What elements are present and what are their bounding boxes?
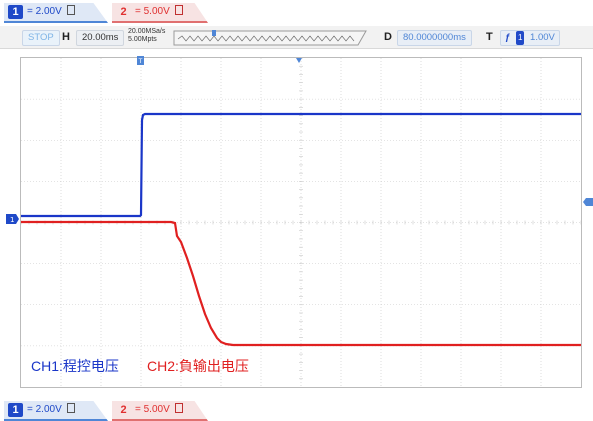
channel-2-tab-bottom[interactable]: 2 = 5.00V xyxy=(112,401,208,421)
memory-overview-bar[interactable] xyxy=(172,29,370,47)
svg-text:1: 1 xyxy=(10,216,14,224)
sample-rate: 20.00MSa/s xyxy=(128,28,166,35)
channel-2-coupling-icon-bottom xyxy=(174,403,183,414)
channel-2-scale-bottom: = 5.00V xyxy=(135,404,170,415)
channel-1-trace xyxy=(21,112,581,218)
channel-2-coupling-icon xyxy=(174,5,183,16)
channel-1-ground-marker: 1 xyxy=(6,214,19,224)
memory-depth: 5.00Mpts xyxy=(128,36,157,43)
channel-2-number-bottom: 2 xyxy=(120,404,127,416)
channel-bar-bottom: 1 = 2.00V 2 = 5.00V xyxy=(0,399,593,421)
trigger-level-marker xyxy=(583,198,593,206)
status-bar: STOP H 20.00ms 20.00MSa/s 5.00Mpts D 80.… xyxy=(0,26,593,49)
channel-1-number: 1 xyxy=(8,5,23,19)
legend-channel-2: CH2:負输出电压 xyxy=(147,358,249,374)
trigger-position-marker xyxy=(212,30,216,36)
channel-1-coupling-icon xyxy=(66,5,75,16)
trigger-label: T xyxy=(486,31,493,43)
run-stop-button[interactable]: STOP xyxy=(22,30,60,46)
trigger-source-badge: 1 xyxy=(515,31,525,45)
rising-edge-icon: ƒ xyxy=(505,32,511,43)
channel-1-tab[interactable]: 1 = 2.00V xyxy=(4,3,108,23)
channel-bar-top: 1 = 2.00V 2 = 5.00V xyxy=(0,0,593,24)
center-marker xyxy=(296,58,302,63)
trigger-level: 1.00V xyxy=(530,32,555,43)
delay-field[interactable]: 80.0000000ms xyxy=(397,30,472,46)
channel-1-number-bottom: 1 xyxy=(8,403,23,417)
channel-1-tab-bottom[interactable]: 1 = 2.00V xyxy=(4,401,108,421)
channel-2-number: 2 xyxy=(120,6,127,18)
channel-2-tab[interactable]: 2 = 5.00V xyxy=(112,3,208,23)
horizontal-label: H xyxy=(62,31,70,43)
trigger-settings[interactable]: ƒ 1 1.00V xyxy=(500,30,560,46)
channel-1-scale: = 2.00V xyxy=(27,6,62,17)
delay-label: D xyxy=(384,31,392,43)
legend-channel-1: CH1:程控电压 xyxy=(31,358,119,374)
screen-markers: T 1 xyxy=(6,56,593,224)
channel-2-trace xyxy=(21,220,581,347)
channel-1-scale-bottom: = 2.00V xyxy=(27,404,62,415)
svg-text:T: T xyxy=(138,58,143,65)
channel-2-scale: = 5.00V xyxy=(135,6,170,17)
acquisition-info: 20.00MSa/s 5.00Mpts xyxy=(128,28,165,44)
channel-1-coupling-icon-bottom xyxy=(66,403,75,414)
horizontal-scale-field[interactable]: 20.00ms xyxy=(76,30,125,46)
waveform-display[interactable] xyxy=(20,57,582,388)
trigger-time-marker: T xyxy=(137,56,144,65)
waveform-grid xyxy=(20,57,582,387)
